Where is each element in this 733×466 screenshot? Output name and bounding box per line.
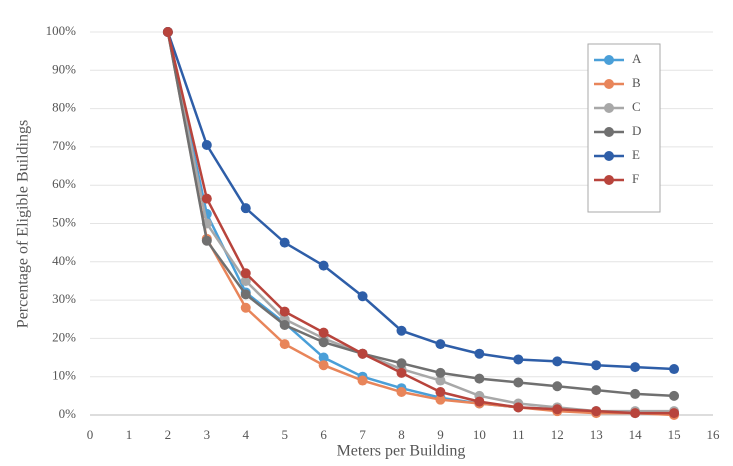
data-point <box>552 356 563 367</box>
legend-marker <box>604 127 614 137</box>
data-point <box>279 339 290 350</box>
x-tick-label: 2 <box>165 427 172 442</box>
data-point <box>396 387 407 398</box>
series-line <box>166 31 675 371</box>
data-point <box>318 260 329 271</box>
data-point <box>435 394 446 405</box>
data-point <box>201 193 212 204</box>
series-line <box>166 31 675 415</box>
data-point <box>240 289 251 300</box>
x-tick-label: 6 <box>320 427 327 442</box>
legend-label: A <box>632 51 642 66</box>
data-point <box>435 367 446 378</box>
x-tick-label: 14 <box>629 427 643 442</box>
legend-marker <box>604 55 614 65</box>
data-point <box>396 358 407 369</box>
data-point <box>630 408 641 419</box>
data-point <box>474 396 485 407</box>
data-point <box>318 352 329 363</box>
data-point <box>240 275 251 286</box>
x-tick-label: 15 <box>668 427 681 442</box>
data-point <box>240 203 251 214</box>
legend-label: E <box>632 147 640 162</box>
x-tick-label: 11 <box>512 427 525 442</box>
y-axis-label: Percentage of Eligible Buildings <box>15 120 32 328</box>
y-tick-label: 70% <box>52 138 76 153</box>
x-tick-label: 13 <box>590 427 603 442</box>
x-tick-label: 0 <box>87 427 94 442</box>
y-tick-label: 90% <box>52 61 76 76</box>
y-tick-label: 0% <box>59 406 77 421</box>
data-point <box>513 354 524 365</box>
data-point <box>591 406 602 417</box>
data-point <box>240 268 251 279</box>
y-tick-label: 50% <box>52 214 76 229</box>
data-point <box>318 327 329 338</box>
x-tick-label: 4 <box>243 427 250 442</box>
data-point <box>357 375 368 386</box>
data-point <box>279 306 290 317</box>
data-point <box>318 337 329 348</box>
data-point <box>279 237 290 248</box>
data-point <box>513 402 524 413</box>
series-line <box>166 31 675 417</box>
x-tick-label: 3 <box>204 427 211 442</box>
data-point <box>396 325 407 336</box>
data-point <box>591 360 602 371</box>
legend-marker <box>604 103 614 113</box>
x-axis-label: Meters per Building <box>337 443 466 460</box>
x-tick-label: 9 <box>437 427 444 442</box>
data-point <box>474 348 485 359</box>
data-point <box>279 319 290 330</box>
legend-box <box>587 43 661 213</box>
legend-marker <box>604 151 614 161</box>
data-point <box>435 387 446 398</box>
y-tick-label: 80% <box>52 100 76 115</box>
data-point <box>552 381 563 392</box>
data-point <box>474 373 485 384</box>
series-line <box>166 31 675 398</box>
data-point <box>162 27 173 37</box>
legend-marker <box>604 79 614 89</box>
data-point <box>591 385 602 396</box>
data-point <box>630 388 641 399</box>
data-point <box>669 364 680 375</box>
x-tick-label: 16 <box>707 427 721 442</box>
y-tick-label: 10% <box>52 368 76 383</box>
data-point <box>630 362 641 373</box>
data-point <box>669 408 680 419</box>
legend-label: F <box>632 171 639 186</box>
legend-marker <box>604 175 614 185</box>
data-point <box>552 404 563 415</box>
legend-label: C <box>632 99 641 114</box>
legend-label: D <box>632 123 641 138</box>
data-point <box>240 302 251 313</box>
data-point <box>357 348 368 359</box>
data-point <box>201 235 212 246</box>
data-point <box>513 377 524 388</box>
y-tick-label: 60% <box>52 176 76 191</box>
data-point <box>435 339 446 350</box>
data-point <box>669 390 680 401</box>
data-point <box>201 139 212 150</box>
x-tick-label: 7 <box>359 427 366 442</box>
legend-label: B <box>632 75 641 90</box>
x-tick-label: 10 <box>473 427 486 442</box>
y-tick-label: 100% <box>46 23 77 38</box>
x-tick-label: 8 <box>398 427 405 442</box>
x-tick-label: 1 <box>126 427 133 442</box>
data-point <box>396 367 407 378</box>
x-tick-label: 12 <box>551 427 564 442</box>
y-tick-label: 40% <box>52 253 76 268</box>
y-tick-label: 20% <box>52 329 76 344</box>
data-point <box>435 375 446 386</box>
y-tick-label: 30% <box>52 291 76 306</box>
data-point <box>318 360 329 371</box>
data-point <box>357 291 368 302</box>
x-tick-label: 5 <box>281 427 288 442</box>
